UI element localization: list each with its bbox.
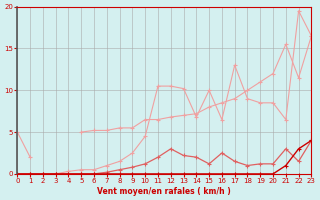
X-axis label: Vent moyen/en rafales ( km/h ): Vent moyen/en rafales ( km/h )	[98, 187, 231, 196]
